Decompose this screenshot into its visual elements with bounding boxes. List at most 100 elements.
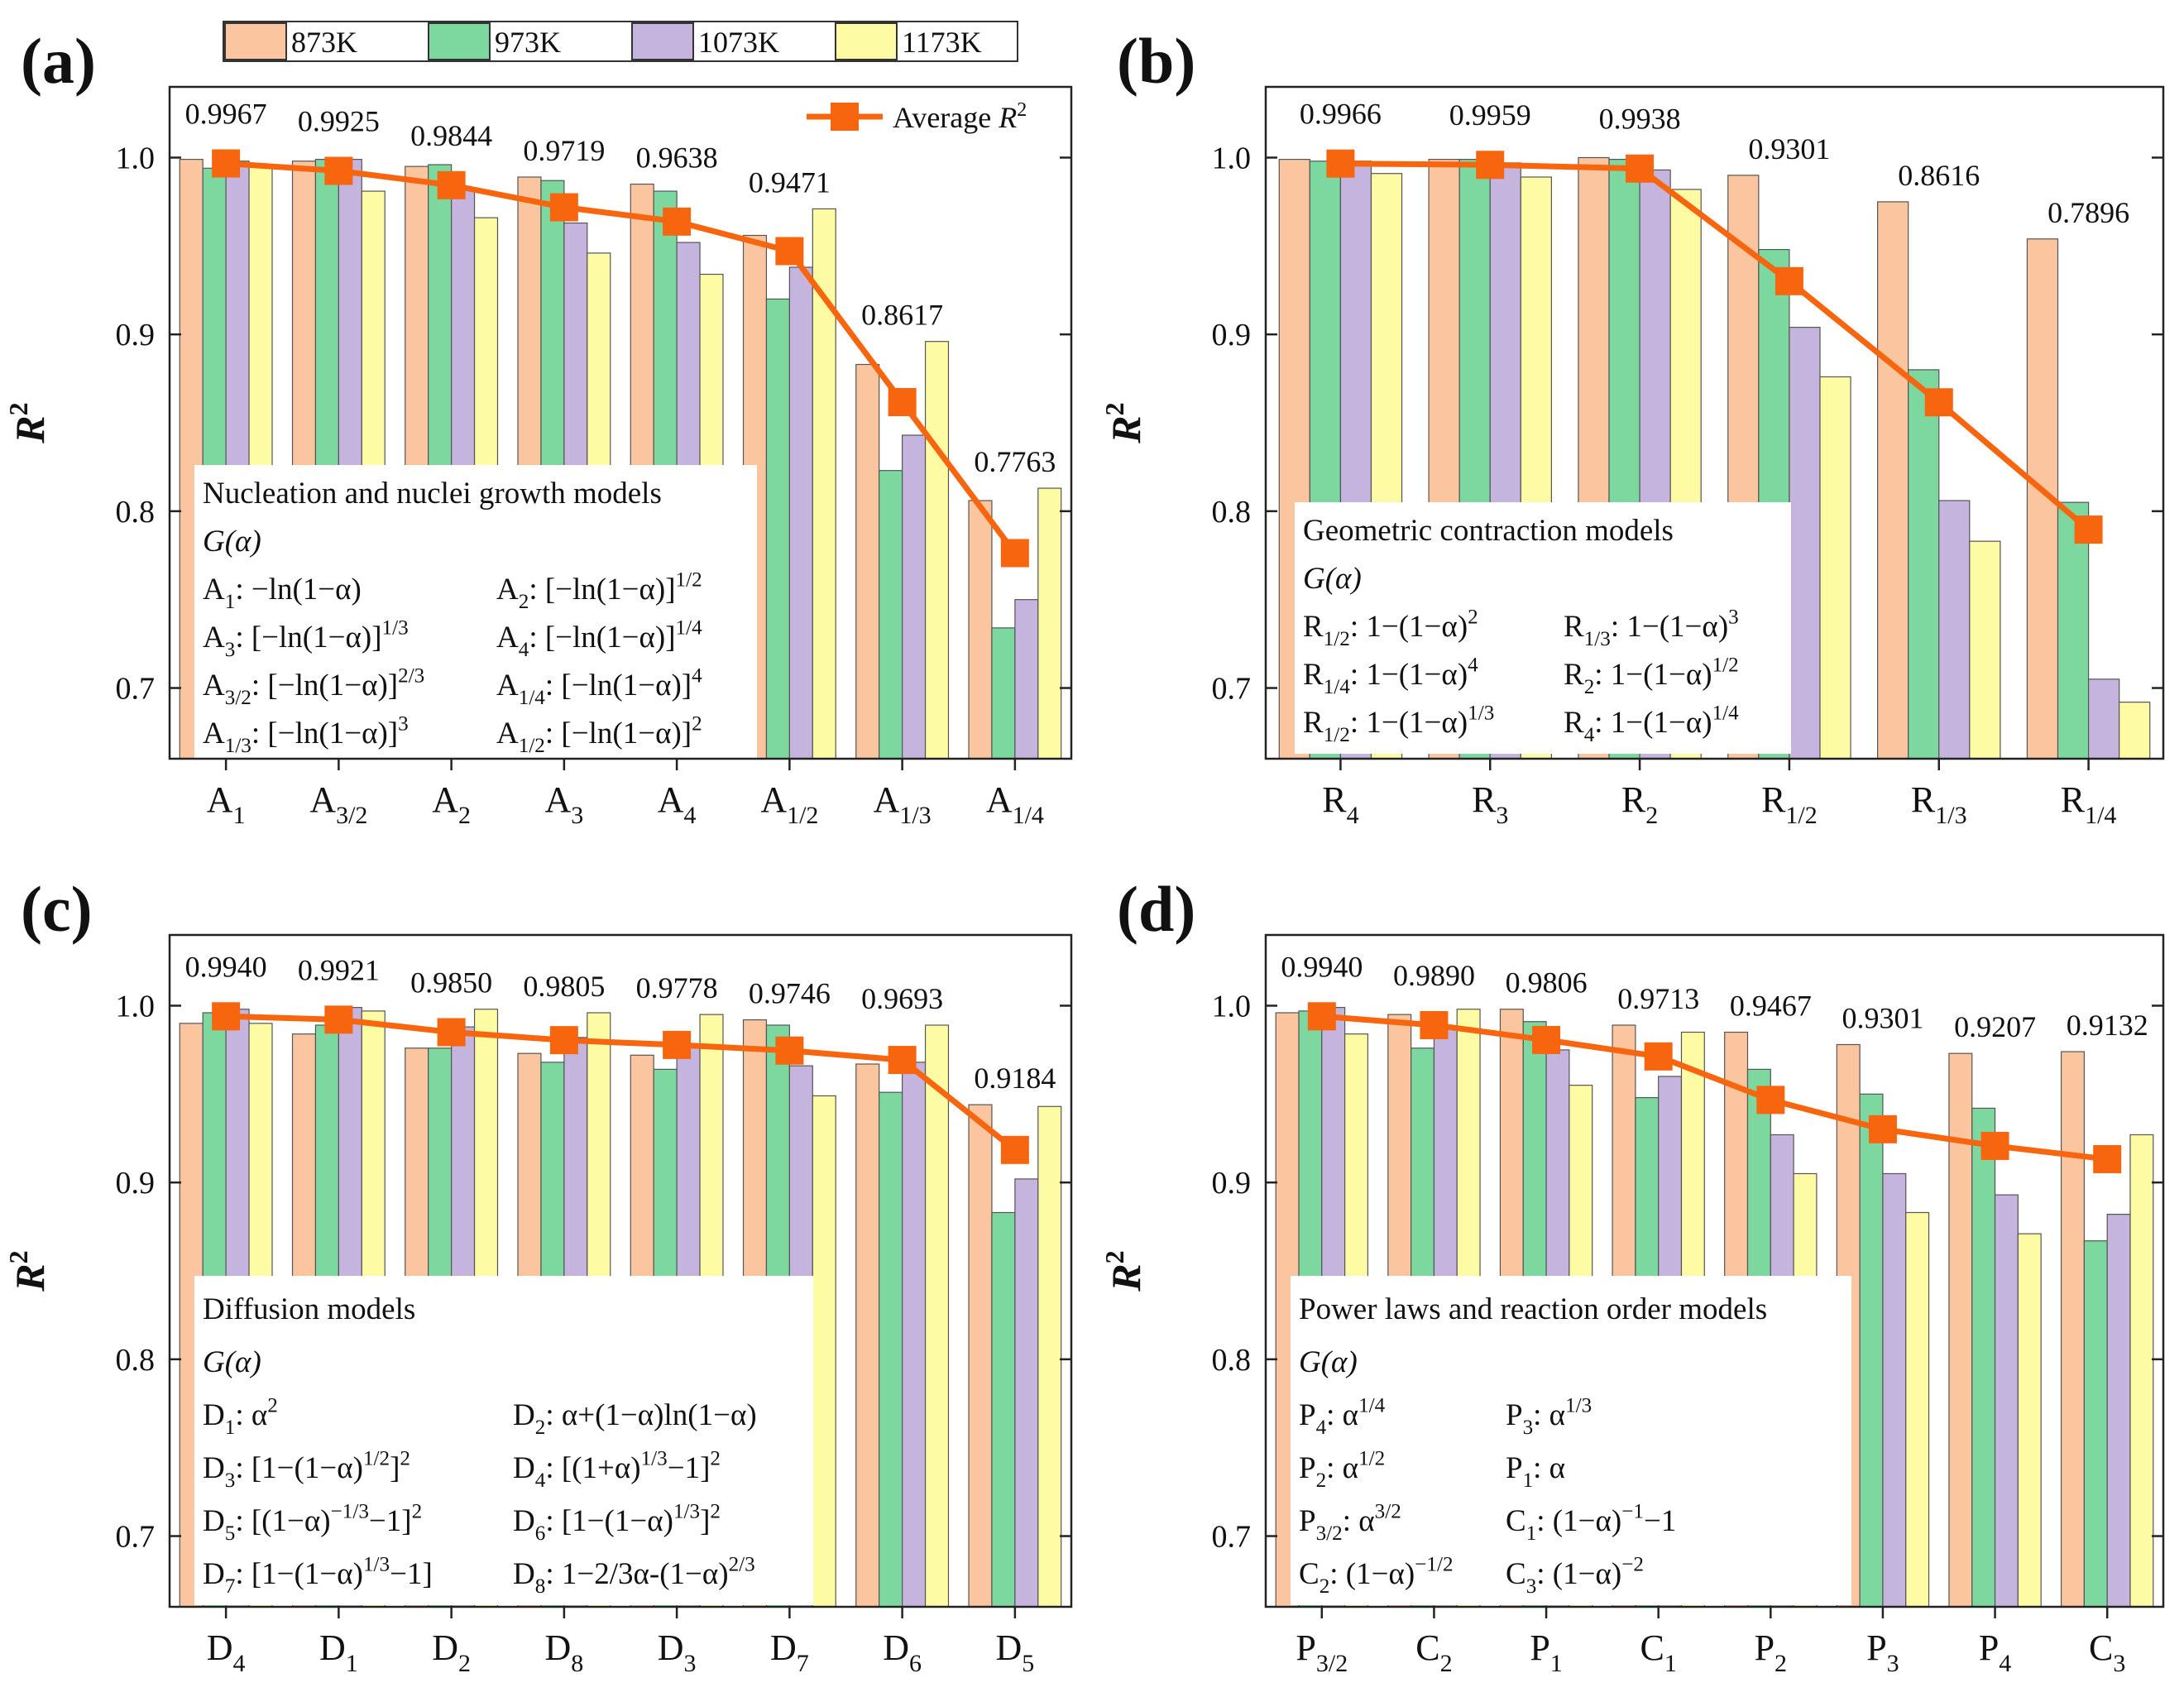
model-superscript: −1/3 [331, 1500, 369, 1522]
model-formula: D8: 1−2/3α-(1−α)2/3 [513, 1553, 755, 1598]
average-value-label: 0.9805 [523, 970, 605, 1003]
x-tick-label: R2 [1621, 779, 1658, 829]
model-symbol: C [1506, 1504, 1526, 1538]
y-axis-label: R2 [1099, 402, 1149, 443]
average-value-label: 0.9184 [974, 1062, 1056, 1095]
model-superscript: 2 [710, 1500, 721, 1522]
model-symbol: D [203, 1398, 225, 1432]
model-expression: : (1−α) [1536, 1557, 1621, 1591]
model-subscript: 2 [519, 591, 529, 613]
average-legend-text: Average [893, 101, 999, 134]
x-tick-label: C3 [2089, 1627, 2125, 1677]
model-formula: P3: α1/3 [1506, 1394, 1592, 1439]
model-expression: : α [1326, 1398, 1358, 1432]
x-tick-label: D1 [319, 1627, 358, 1677]
model-symbol: R [1303, 610, 1324, 644]
average-value-label: 0.9207 [1954, 1010, 2036, 1043]
x-tick-label-subscript: 8 [571, 1650, 583, 1677]
average-marker [663, 1030, 692, 1059]
model-formula: A1/2: [−ln(1−α)]2 [496, 712, 702, 757]
legend-swatch [835, 22, 898, 60]
plot-frame [168, 933, 1073, 1608]
x-tick-label-main: A [309, 779, 336, 820]
y-axis-label-base: R [1103, 415, 1149, 443]
y-axis-label-base: R [7, 415, 53, 443]
model-expression: : [−ln(1−α)] [529, 621, 675, 654]
x-tick-label-subscript: 5 [1022, 1650, 1034, 1677]
x-tick-label-main: D [770, 1627, 797, 1668]
x-tick-label-main: D [432, 1627, 458, 1668]
x-tick-label-subscript: 3/2 [1316, 1650, 1348, 1677]
y-tick-label: 0.9 [116, 318, 156, 352]
x-tick-label-subscript: 1/4 [2085, 802, 2116, 829]
model-expression: : [(1−α) [235, 1504, 330, 1538]
model-subscript: 3/2 [1316, 1522, 1343, 1545]
model-box-background [1295, 502, 1791, 754]
x-tick-label: D3 [658, 1627, 697, 1677]
model-superscript: 2 [400, 1447, 410, 1469]
average-marker [2074, 515, 2103, 544]
model-symbol: C [1299, 1557, 1320, 1591]
model-formula: D7: [1−(1−α)1/3−1] [203, 1553, 433, 1598]
bar [2057, 501, 2090, 760]
model-formula: R2: 1−(1−α)1/2 [1564, 654, 1739, 698]
model-symbol: A [496, 717, 519, 750]
model-expression: : α [235, 1398, 267, 1432]
model-symbol: D [203, 1504, 225, 1538]
x-tick-label-subscript: 2 [1440, 1650, 1453, 1677]
model-superscript: 1/3 [673, 1500, 700, 1522]
model-formula: C3: (1−α)−2 [1506, 1553, 1644, 1598]
temperature-legend: 873K 973K 1073K 1173K [223, 21, 1018, 62]
model-symbol: P [1506, 1451, 1523, 1485]
model-symbol: P [1506, 1398, 1523, 1432]
model-subscript: 1/4 [519, 687, 546, 709]
model-expression-tail: ] [390, 1451, 400, 1485]
y-tick-label: 1.0 [1212, 989, 1252, 1023]
model-expression: : 1−(1−α) [1350, 610, 1468, 644]
model-superscript: −2 [1621, 1553, 1644, 1575]
average-value-label: 0.9850 [410, 966, 492, 1000]
model-superscript: 1/2 [1712, 654, 1739, 676]
model-expression: : α [1326, 1451, 1358, 1485]
x-tick-label-subscript: 3 [684, 1650, 697, 1677]
average-value-label: 0.9778 [636, 971, 718, 1004]
average-value-label: 0.7763 [974, 445, 1056, 478]
y-axis-label-superscript: 2 [1099, 1250, 1129, 1263]
model-expression: : 1−(1−α) [1350, 658, 1468, 692]
model-formula: R1/2: 1−(1−α)2 [1303, 606, 1478, 650]
model-subscript: 1 [225, 1417, 236, 1439]
model-superscript: 2/3 [398, 664, 424, 687]
model-superscript: 1/2 [1358, 1447, 1385, 1469]
model-subscript: 4 [535, 1469, 546, 1492]
x-tick-label: D8 [544, 1627, 583, 1677]
bar [1994, 1194, 2019, 1608]
bar [1037, 1105, 1062, 1608]
model-symbol: A [203, 573, 225, 606]
bar [2060, 1051, 2085, 1608]
model-symbol: A [496, 621, 519, 654]
y-tick-label: 0.7 [1212, 672, 1252, 707]
model-symbol: D [513, 1557, 535, 1591]
model-superscript: −1 [1621, 1500, 1644, 1522]
average-value-label: 0.9301 [1842, 1001, 1923, 1034]
model-formula: P1: α [1506, 1451, 1565, 1492]
model-superscript: 1/4 [1358, 1394, 1386, 1417]
model-expression: : [−ln(1−α)] [545, 717, 692, 750]
x-tick-label-subscript: 2 [1645, 802, 1658, 829]
average-marker [1756, 1086, 1785, 1115]
bar [1859, 1093, 1884, 1608]
model-box-g-alpha: G(α) [203, 525, 261, 558]
model-formula: C2: (1−α)−1/2 [1299, 1553, 1454, 1598]
model-formula: D5: [(1−α)−1/3−1]2 [203, 1500, 422, 1545]
model-superscript: 4 [1468, 654, 1478, 676]
model-formula: D1: α2 [203, 1394, 278, 1439]
x-tick-label-subscript: 1/4 [1013, 802, 1044, 829]
x-tick-label-main: A [760, 779, 787, 820]
y-tick-label: 0.8 [1212, 495, 1252, 530]
legend-label: 1173K [902, 26, 982, 59]
average-value-label: 0.9301 [1748, 132, 1830, 165]
model-superscript: 1/4 [1712, 702, 1740, 724]
y-axis-label-superscript: 2 [1099, 402, 1129, 415]
model-expression-tail: −1] [390, 1557, 433, 1591]
x-tick-label-main: A [986, 779, 1013, 820]
